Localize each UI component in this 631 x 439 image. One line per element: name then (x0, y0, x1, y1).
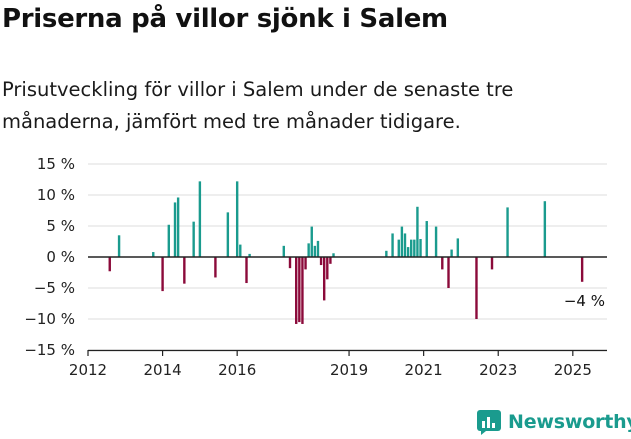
bar (183, 257, 186, 284)
bars (108, 181, 584, 324)
y-tick-label: 0 % (46, 248, 75, 266)
bar-chart: 15 % 10 % 5 % 0 % −5 % −10 % −15 % 2012 2014 2016… (24, 155, 607, 379)
bar (403, 233, 407, 257)
y-tick-label: −10 % (24, 310, 75, 328)
bar (326, 257, 329, 280)
x-tick-label: 2012 (69, 361, 107, 379)
y-tick-label: −5 % (34, 279, 75, 297)
axes: 15 % 10 % 5 % 0 % −5 % −10 % −15 % 2012 2014 2016… (24, 155, 607, 379)
bar (316, 240, 320, 257)
bar (434, 226, 438, 257)
bar (425, 221, 428, 257)
newsworthy-logo[interactable]: Newsworthy (476, 406, 631, 438)
bar (307, 243, 310, 257)
bar (239, 244, 242, 257)
bar (152, 252, 155, 257)
x-tick-label: 2023 (479, 361, 517, 379)
bar (400, 226, 404, 257)
x-tick-label: 2019 (330, 361, 368, 379)
bar (385, 250, 388, 257)
bar (301, 257, 304, 324)
bar (413, 239, 416, 257)
bar (450, 249, 453, 257)
bar (322, 257, 326, 301)
bar (282, 245, 285, 257)
y-tick-label: 5 % (46, 217, 75, 235)
bar (226, 212, 230, 257)
x-tick-label: 2021 (405, 361, 443, 379)
bar (410, 239, 413, 257)
bar (332, 253, 335, 257)
bar (108, 257, 111, 272)
bar (319, 257, 323, 266)
bar (580, 257, 584, 282)
bar (456, 238, 460, 257)
bar (475, 257, 478, 319)
bar (416, 206, 419, 257)
y-tick-label: 15 % (37, 155, 75, 173)
bar (167, 224, 171, 257)
bar (447, 257, 450, 288)
bar (214, 257, 217, 278)
bar (490, 257, 494, 270)
bar (176, 197, 180, 257)
x-tick-label: 2014 (143, 361, 181, 379)
bar (198, 181, 202, 257)
bar (506, 207, 509, 257)
newsworthy-icon (477, 410, 501, 435)
bar (245, 257, 248, 284)
brand-name: Newsworthy (508, 411, 631, 433)
bar (391, 233, 394, 257)
chart-title: Priserna på villor sjönk i Salem (2, 4, 448, 34)
bar (192, 221, 195, 257)
chart-subtitle: Prisutveckling för villor i Salem under … (2, 78, 514, 133)
bar (406, 247, 410, 257)
y-tick-label: 10 % (37, 186, 75, 204)
x-tick-label: 2025 (554, 361, 592, 379)
bar (298, 257, 301, 323)
bar (543, 201, 547, 257)
bar (173, 202, 177, 257)
bar (295, 257, 298, 324)
bar (288, 257, 292, 269)
x-tick-label: 2016 (218, 361, 256, 379)
bar (117, 235, 121, 257)
last-value-label: −4 % (564, 292, 605, 310)
bar (310, 226, 313, 257)
bar (235, 181, 239, 257)
bar (313, 245, 317, 257)
bar (329, 257, 332, 264)
bar (161, 257, 164, 292)
bar (397, 239, 400, 257)
y-tick-label: −15 % (24, 341, 75, 359)
bar (304, 257, 307, 270)
bar (441, 257, 444, 270)
bar (248, 253, 251, 257)
bar (419, 239, 422, 257)
